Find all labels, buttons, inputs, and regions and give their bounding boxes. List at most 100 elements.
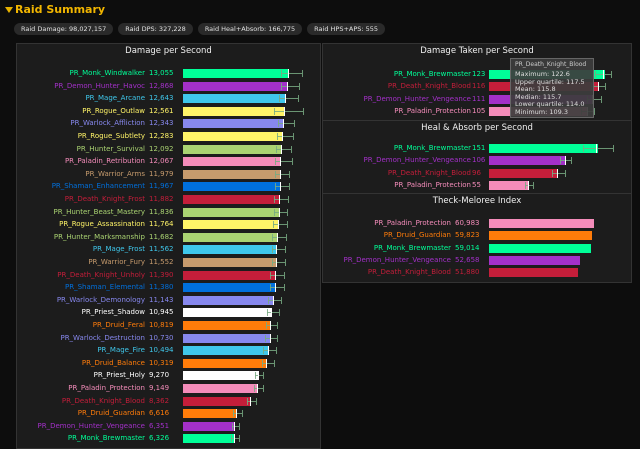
value-bar[interactable] [183,106,286,116]
chart-row[interactable]: PR_Priest_Shadow 10,945 [17,307,320,318]
value-bar[interactable] [183,94,286,104]
chart-row[interactable]: PR_Mage_Fire 10,494 [17,345,320,356]
value-bar[interactable] [183,144,282,154]
chart-row[interactable]: PR_Warlock_Destruction 10,730 [17,333,320,344]
value-bar[interactable] [183,333,271,343]
value-bar[interactable] [489,219,595,228]
chart-row[interactable]: PR_Paladin_Protection 55 [323,180,631,191]
value-bar[interactable] [183,182,281,192]
chart-row[interactable]: PR_Mage_Frost 11,562 [17,244,320,255]
chart-row[interactable]: PR_Demon_Hunter_Havoc 12,868 [17,81,320,92]
error-cap [571,157,573,165]
value-bar[interactable] [489,181,529,191]
chart-row[interactable]: PR_Paladin_Retribution 12,067 [17,156,320,167]
value-bar[interactable] [489,168,559,178]
value-bar[interactable] [183,81,288,91]
value-bar[interactable] [183,396,251,406]
chart-row[interactable]: PR_Druid_Guardian 59,823 [323,230,631,241]
series-label: PR_Druid_Guardian [383,231,451,240]
value-bar[interactable] [183,157,282,167]
value-bar[interactable] [183,283,276,293]
chart-row[interactable]: PR_Paladin_Protection 60,983 [323,218,631,229]
value-bar[interactable] [183,321,271,330]
chart-row[interactable]: PR_Rogue_Outlaw 12,561 [17,106,320,117]
value-bar[interactable] [183,119,284,129]
value-bar[interactable] [183,245,277,255]
chart-row[interactable]: PR_Death_Knight_Unholy 11,390 [17,270,320,281]
value-bar[interactable] [183,132,283,141]
value-bar[interactable] [183,409,237,419]
series-label: PR_Druid_Feral [92,321,145,329]
value-bar[interactable] [183,195,280,204]
chart-row[interactable]: PR_Warrior_Fury 11,552 [17,257,320,268]
error-bar [265,325,278,326]
chart-row[interactable]: PR_Warlock_Demonology 11,143 [17,295,320,306]
chart-row[interactable]: PR_Warlock_Affliction 12,343 [17,118,320,129]
value-bar[interactable] [183,232,278,242]
value-bar[interactable] [489,156,566,166]
chart-row[interactable]: PR_Death_Knight_Blood 51,880 [323,267,631,278]
chart-row[interactable]: PR_Druid_Feral 10,819 [17,320,320,331]
chart-row[interactable]: PR_Hunter_Survival 12,092 [17,144,320,155]
error-bar [263,350,276,352]
value-bar[interactable] [489,231,593,241]
chart-row[interactable]: PR_Shaman_Enhancement 11,967 [17,181,320,192]
chart-row[interactable]: PR_Paladin_Protection 9,149 [17,383,320,394]
chart-row[interactable]: PR_Shaman_Elemental 11,380 [17,282,320,293]
value-bar[interactable] [489,268,579,278]
chart-row[interactable]: PR_Monk_Brewmaster 59,014 [323,243,631,254]
value-bar[interactable] [183,295,274,305]
value-bar[interactable] [489,255,580,265]
mean-marker [236,409,238,419]
panel-title: Heal & Absorb per Second [421,123,533,133]
chart-row[interactable]: PR_Rogue_Assassination 11,764 [17,219,320,230]
chart-row[interactable]: PR_Demon_Hunter_Vengeance 52,658 [323,255,631,266]
chart-row[interactable]: PR_Mage_Arcane 12,643 [17,93,320,104]
value-bar[interactable] [183,346,269,356]
value-bar[interactable] [183,220,279,230]
value-bar[interactable] [183,69,290,78]
error-cap [241,410,243,418]
chart-row[interactable]: PR_Druid_Balance 10,319 [17,358,320,369]
raid-summary-header[interactable]: Raid Summary [0,0,640,20]
series-label: PR_Monk_Brewmaster [393,144,471,152]
error-bar [233,413,242,415]
chart-row[interactable]: PR_Monk_Brewmaster 6,326 [17,433,320,444]
value-bar[interactable] [183,371,259,381]
chart-row[interactable]: PR_Hunter_Marksmanship 11,682 [17,232,320,243]
value-bar[interactable] [183,308,272,318]
value-bar[interactable] [183,434,235,444]
chart-row[interactable]: PR_Death_Knight_Blood 8,362 [17,396,320,407]
value-bar[interactable] [183,270,276,280]
chart-row[interactable]: PR_Demon_Hunter_Vengeance 106 [323,155,631,166]
chart-row[interactable]: PR_Priest_Holy 9,270 [17,370,320,381]
chart-row[interactable]: PR_Death_Knight_Blood 96 [323,168,631,179]
series-label: PR_Warrior_Fury [88,258,145,266]
error-bar [271,262,285,263]
series-label: PR_Hunter_Marksmanship [53,232,145,241]
chart-row[interactable]: PR_Monk_Brewmaster 151 [323,143,631,154]
value-label: 51,880 [455,268,480,277]
value-bar[interactable] [183,169,281,179]
error-cap [284,259,286,266]
mean-marker [564,156,566,166]
value-label: 11,562 [149,245,174,254]
chart-row[interactable]: PR_Druid_Guardian 6,616 [17,408,320,419]
value-bar[interactable] [183,207,280,217]
value-bar[interactable] [183,358,267,368]
chart-row[interactable]: PR_Death_Knight_Frost 11,882 [17,194,320,205]
chart-row[interactable]: PR_Warrior_Arms 11,979 [17,169,320,180]
chart-row[interactable]: PR_Demon_Hunter_Vengeance 6,351 [17,421,320,432]
value-bar[interactable] [183,421,235,431]
chart-row[interactable]: PR_Hunter_Beast_Mastery 11,836 [17,207,320,218]
series-label: PR_Mage_Arcane [85,94,145,103]
error-cap [552,169,554,177]
chart-row[interactable]: PR_Rogue_Subtlety 12,283 [17,131,320,142]
value-bar[interactable] [183,258,277,267]
value-bar[interactable] [489,144,598,153]
error-cap [277,133,279,140]
value-bar[interactable] [489,243,591,253]
chart-row[interactable]: PR_Monk_Windwalker 13,055 [17,68,320,79]
value-bar[interactable] [183,384,258,393]
collapse-triangle-icon[interactable] [5,7,13,13]
